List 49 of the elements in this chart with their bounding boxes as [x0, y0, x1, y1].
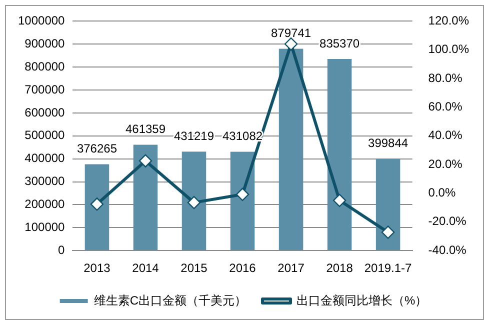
point: [332, 194, 346, 208]
data-label: 835370: [320, 36, 360, 50]
y-tick-label: 300000: [24, 174, 66, 188]
y2-tick-label: 40.0%: [428, 128, 463, 142]
x-tick-label: 2017: [278, 261, 305, 276]
y2-tick-label: 80.0%: [428, 70, 463, 85]
y-tick-label: 100000: [24, 220, 66, 234]
x-tick-label: 2019.1-7: [364, 261, 412, 276]
y2-tick-label: 0.0%: [428, 186, 456, 200]
bar: [84, 164, 110, 250]
bar: [182, 152, 206, 250]
y-tick-label: 400000: [24, 151, 66, 166]
bar: [376, 158, 400, 250]
y-tick-label: 0: [58, 242, 66, 257]
legend-label: 维生素C出口金额（千美元）: [94, 293, 247, 308]
legend-label: 出口金额同比增长（%）: [296, 293, 428, 308]
x-tick-label: 2018: [326, 261, 354, 276]
y-tick-label: 900000: [24, 36, 66, 50]
y2-tick-label: -40.0%: [428, 242, 467, 257]
data-label: 431219: [174, 128, 214, 143]
y2-tick-label: 60.0%: [428, 100, 463, 114]
data-label: 879741: [270, 26, 312, 40]
point: [90, 198, 104, 211]
x-tick-label: 2013: [84, 261, 111, 276]
bar: [230, 152, 255, 250]
x-tick-label: 2016: [229, 261, 256, 276]
data-label: 461359: [125, 122, 166, 136]
y-tick-label: 600000: [24, 105, 66, 120]
y2-tick-label: 100.0%: [428, 42, 470, 56]
point: [284, 37, 298, 51]
y-tick-label: 1000000: [18, 14, 66, 28]
y-tick-label: 200000: [24, 197, 66, 212]
y-tick-label: 800000: [24, 59, 66, 74]
bar: [133, 144, 158, 250]
y2-tick-label: 20.0%: [428, 156, 463, 171]
point: [187, 196, 201, 210]
y2-tick-label: -20.0%: [428, 214, 467, 228]
point: [381, 226, 395, 239]
y2-tick-label: 120.0%: [428, 14, 470, 28]
point: [138, 154, 152, 168]
y-tick-label: 700000: [24, 82, 66, 96]
y-tick-label: 500000: [24, 128, 66, 142]
point: [236, 188, 250, 201]
bar: [327, 58, 352, 250]
x-tick-label: 2014: [132, 261, 160, 276]
x-tick-label: 2015: [180, 261, 208, 276]
bar: [278, 48, 304, 250]
data-label: 376265: [76, 142, 118, 156]
data-label: 399844: [368, 136, 408, 150]
